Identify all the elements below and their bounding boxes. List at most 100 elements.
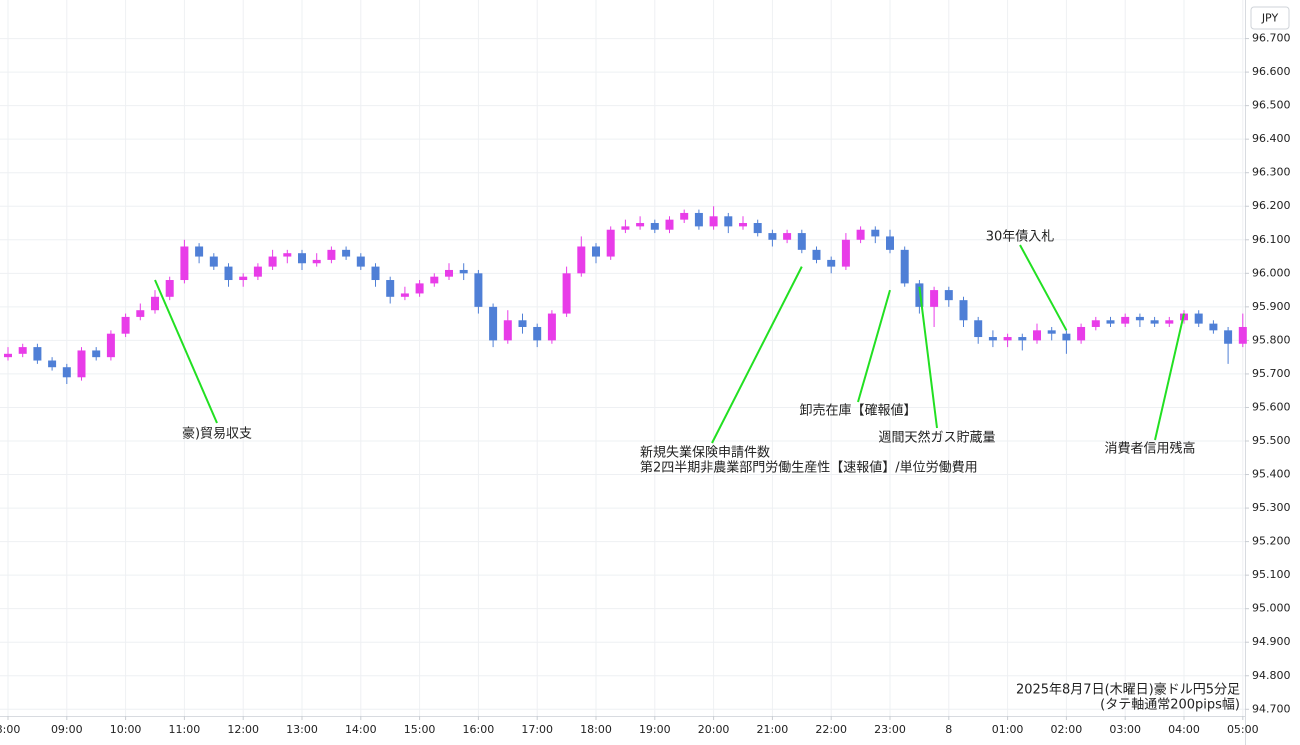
x-tick-label: 10:00 [110,723,142,736]
candle-body [709,216,718,227]
candle-body [400,293,409,297]
x-tick-label: 16:00 [463,723,495,736]
candle-body [136,310,145,317]
candle-body [151,296,159,311]
candle-body [606,229,615,257]
candle-body [121,316,130,334]
y-tick-label: 94.700 [1252,702,1291,715]
y-tick-label: 96.100 [1252,233,1291,246]
candle-body [239,276,248,281]
candle-body [636,223,645,227]
candle-body [974,320,983,338]
candle-body [959,300,968,321]
candle-body [650,223,659,230]
candle-body [33,347,42,361]
candle-body [944,290,953,301]
annotation-line [711,266,803,444]
candle-body [1106,320,1115,324]
footer-note: (タテ軸通常200pips幅) [1100,698,1240,713]
y-tick-label: 95.900 [1252,300,1291,313]
annotation-label: 週間天然ガス貯蔵量 [878,430,995,446]
candle-body [694,212,703,227]
candle-body [768,233,777,240]
x-tick-label: 19:00 [639,723,671,736]
x-tick-label: 05:00 [1227,723,1259,736]
candle-body [871,229,880,237]
candle-body [724,216,733,227]
x-tick-label: 13:00 [286,723,318,736]
candle-body [165,280,174,297]
y-tick-label: 94.800 [1252,669,1291,682]
y-tick-label: 96.000 [1252,266,1291,279]
candle-body [930,290,939,307]
candle-body [77,350,86,378]
candle-body [298,253,306,264]
x-tick-label: 8 [945,723,952,736]
candle-body [533,326,542,341]
candle-body [1062,333,1071,341]
candle-body [797,233,806,250]
candle-body [1091,320,1100,327]
x-tick-label: 23:00 [874,723,906,736]
footer-title: 2025年8月7日(木曜日)豪ドル円5分足 [1016,683,1240,698]
annotation-line [1019,244,1068,331]
candle-body [988,337,997,341]
candle-body [445,269,453,277]
annotation-line [857,289,891,403]
candle-body [283,253,292,257]
y-tick-label: 95.300 [1252,501,1291,514]
annotation-line [154,279,218,424]
candle-body [342,249,351,257]
candle-body [621,226,630,230]
candle-body [783,233,792,240]
candle-body [312,259,321,264]
candle-body [886,236,894,250]
grid [0,0,1245,716]
candle-body [195,246,204,257]
x-tick-label: 15:00 [404,723,436,736]
candle-body [386,280,395,297]
y-tick-label: 95.400 [1252,468,1291,481]
candle-body [106,333,115,358]
annotation-label: 消費者信用残高 [1104,441,1195,457]
candle-body [18,347,27,354]
x-tick-label: 01:00 [992,723,1024,736]
candle-body [1150,320,1159,324]
candle-body [415,283,424,294]
candle-body [430,276,439,284]
candle-body [592,246,600,257]
candle-body [680,212,689,220]
x-tick-label: 11:00 [169,723,201,736]
annotation-label: 第2四半期非農業部門労働生産性【速報値】/単位労働費用 [640,460,978,476]
candle-body [900,249,909,284]
x-tick-label: 09:00 [51,723,83,736]
x-tick-label: 12:00 [227,723,259,736]
y-tick-label: 95.800 [1252,333,1291,346]
y-tick-label: 95.200 [1252,535,1291,548]
candle-body [48,360,57,368]
annotation-line [1154,313,1185,441]
annotation-line [918,286,938,429]
x-tick-label: 20:00 [698,723,730,736]
x-tick-label: 21:00 [757,723,789,736]
candle-body [1003,337,1012,341]
candle-body [253,266,262,277]
y-tick-label: 95.000 [1252,602,1291,615]
y-tick-label: 95.500 [1252,434,1291,447]
candle-body [1224,330,1233,344]
candle-body [62,367,71,378]
y-tick-label: 96.700 [1252,32,1291,45]
candle-body [856,229,865,240]
candle-body [180,246,189,281]
y-tick-label: 96.400 [1252,132,1291,145]
annotation-label: 新規失業保険申請件数 [640,445,770,461]
annotation-label: 卸売在庫【確報値】 [799,403,916,419]
candle-body [577,246,586,274]
x-tick-label: 03:00 [1109,723,1141,736]
y-tick-label: 95.100 [1252,568,1291,581]
candle-body [268,256,277,267]
x-tick-label: 04:00 [1168,723,1200,736]
y-tick-label: 95.600 [1252,400,1291,413]
candle-body [4,353,12,358]
